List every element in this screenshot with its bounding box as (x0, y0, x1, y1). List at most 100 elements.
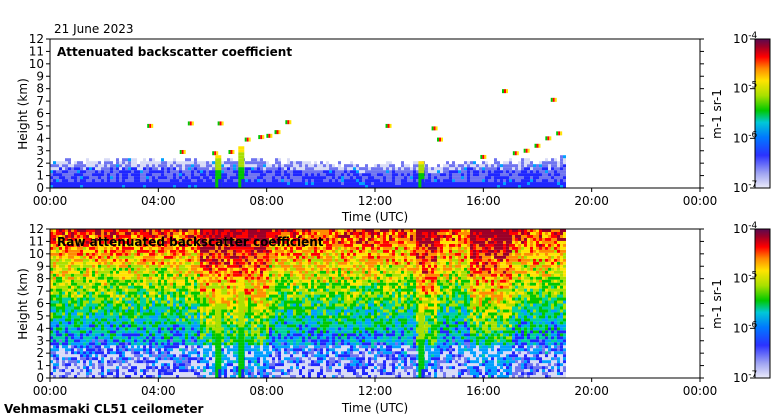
heatmap-cell (80, 366, 83, 370)
heatmap-cell (113, 333, 116, 337)
heatmap-cell (230, 357, 233, 361)
heatmap-cell (149, 291, 152, 295)
heatmap-cell (191, 167, 194, 171)
heatmap-cell (86, 363, 89, 367)
heatmap-cell (122, 246, 125, 250)
heatmap-cell (113, 345, 116, 349)
heatmap-cell (143, 297, 146, 301)
heatmap-cell (59, 282, 62, 286)
precip-streak (238, 149, 245, 153)
heatmap-cell (416, 182, 419, 186)
heatmap-cell (143, 294, 146, 298)
heatmap-cell (194, 363, 197, 367)
heatmap-cell (53, 315, 56, 319)
heatmap-cell (134, 285, 137, 289)
heatmap-cell (197, 258, 200, 262)
heatmap-cell (149, 161, 152, 165)
heatmap-cell (101, 321, 104, 325)
heatmap-cell (452, 173, 455, 177)
heatmap-cell (221, 297, 224, 301)
heatmap-cell (152, 288, 155, 292)
heatmap-cell (218, 237, 221, 241)
heatmap-cell (107, 164, 110, 168)
heatmap-cell (155, 258, 158, 262)
heatmap-cell (164, 255, 167, 259)
heatmap-cell (200, 167, 203, 171)
heatmap-cell (92, 351, 95, 355)
heatmap-cell (50, 255, 53, 259)
heatmap-cell (170, 264, 173, 268)
heatmap-raw (50, 229, 566, 379)
heatmap-cell (485, 185, 488, 189)
heatmap-cell (56, 300, 59, 304)
heatmap-cell (233, 342, 236, 346)
heatmap-cell (80, 324, 83, 328)
heatmap-cell (245, 345, 248, 349)
heatmap-cell (197, 354, 200, 358)
heatmap-cell (113, 282, 116, 286)
heatmap-cell (242, 231, 245, 235)
heatmap-cell (227, 255, 230, 259)
heatmap-cell (233, 336, 236, 340)
heatmap-cell (86, 164, 89, 168)
heatmap-cell (65, 306, 68, 310)
heatmap-cell (194, 231, 197, 235)
heatmap-cell (146, 255, 149, 259)
heatmap-cell (503, 176, 506, 180)
heatmap-cell (77, 229, 80, 232)
heatmap-cell (107, 348, 110, 352)
heatmap-cell (137, 321, 140, 325)
heatmap-cell (233, 229, 236, 232)
heatmap-cell (152, 234, 155, 238)
heatmap-cell (68, 258, 71, 262)
heatmap-cell (140, 243, 143, 247)
heatmap-cell (92, 185, 95, 189)
heatmap-cell (89, 246, 92, 250)
heatmap-cell (119, 273, 122, 277)
heatmap-cell (116, 366, 119, 370)
heatmap-cell (179, 354, 182, 358)
heatmap-cell (149, 182, 152, 186)
heatmap-cell (236, 336, 239, 340)
heatmap-cell (62, 273, 65, 277)
heatmap-cell (176, 315, 179, 319)
heatmap-cell (113, 297, 116, 301)
heatmap-cell (131, 182, 134, 186)
heatmap-cell (317, 176, 320, 180)
heatmap-cell (74, 297, 77, 301)
heatmap-cell (155, 339, 158, 343)
heatmap-cell (158, 246, 161, 250)
heatmap-cell (206, 246, 209, 250)
heatmap-cell (95, 336, 98, 340)
heatmap-cell (95, 173, 98, 177)
heatmap-cell (326, 182, 329, 186)
heatmap-cell (182, 303, 185, 307)
heatmap-cell (353, 167, 356, 171)
heatmap-cell (374, 176, 377, 180)
heatmap-cell (170, 243, 173, 247)
heatmap-cell (269, 170, 272, 174)
heatmap-cell (557, 161, 560, 165)
heatmap-cell (188, 246, 191, 250)
heatmap-cell (461, 170, 464, 174)
heatmap-cell (107, 354, 110, 358)
heatmap-cell (545, 179, 548, 183)
heatmap-cell (50, 240, 53, 244)
heatmap-cell (104, 176, 107, 180)
heatmap-cell (86, 170, 89, 174)
heatmap-cell (224, 303, 227, 307)
heatmap-cell (212, 176, 215, 180)
heatmap-cell (125, 158, 128, 162)
heatmap-cell (374, 164, 377, 168)
heatmap-attenuated (50, 89, 566, 189)
heatmap-cell (56, 291, 59, 295)
heatmap-cell (230, 342, 233, 346)
heatmap-cell (65, 318, 68, 322)
heatmap-cell (215, 273, 218, 277)
heatmap-cell (95, 185, 98, 189)
heatmap-cell (134, 267, 137, 271)
heatmap-cell (128, 246, 131, 250)
heatmap-cell (299, 161, 302, 165)
cloud-echo (512, 151, 515, 156)
heatmap-cell (563, 179, 566, 183)
